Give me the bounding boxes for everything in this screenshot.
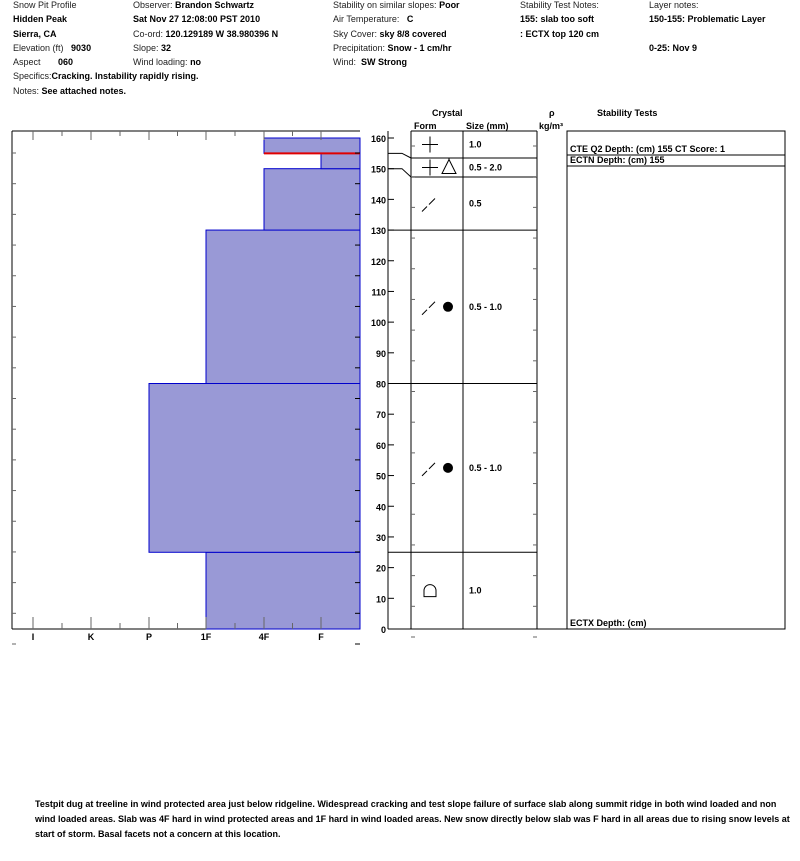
depth-tick-label: 140	[371, 195, 386, 205]
density-header: kg/m³	[539, 121, 564, 131]
footer-notes: Testpit dug at treeline in wind protecte…	[35, 799, 790, 839]
slope: Slope: 32	[133, 43, 172, 53]
test-note: 155: slab too soft	[520, 14, 595, 24]
test-note: : ECTX top 120 cm	[520, 29, 600, 39]
hardness-tick-label: P	[146, 632, 152, 642]
depth-tick-label: 50	[376, 472, 386, 482]
hardness-tick-label: F	[318, 632, 324, 642]
stability-test: ECTX Depth: (cm)	[570, 618, 647, 628]
depth-tick-label: 130	[371, 226, 386, 236]
test-notes-label: Stability Test Notes:	[520, 0, 599, 10]
grain-size: 0.5 - 2.0	[469, 163, 502, 173]
depth-tick-label: 10	[376, 594, 386, 604]
crystal-header: Crystal	[432, 108, 463, 118]
stability-tests-header: Stability Tests	[597, 108, 658, 118]
decomposing-fragmented-icon	[421, 301, 436, 316]
grain-size: 1.0	[469, 586, 482, 596]
grain-size: 0.5 - 1.0	[469, 302, 502, 312]
notes: Notes: See attached notes.	[13, 86, 127, 96]
depth-tick-label: 150	[371, 165, 386, 175]
depth-tick-label: 0	[381, 625, 386, 635]
snow-profile-chart: I K P 1F 4F F 0 10 20 30 40 50 60 70 80 90 100 110 120 130 1…	[11, 130, 786, 645]
coordinates: Co-ord: 120.129189 W 38.980396 N	[133, 29, 279, 39]
precipitation: Precipitation: Snow - 1 cm/hr	[333, 43, 452, 53]
air-temperature: Air Temperature: C	[333, 14, 414, 24]
layer-note: 150-155: Problematic Layer	[649, 14, 766, 24]
stability-test: ECTN Depth: (cm) 155	[570, 155, 665, 165]
hardness-layer-bar	[205, 551, 361, 630]
rho-header: ρ	[549, 108, 555, 118]
wind: Wind: SW Strong	[333, 57, 408, 67]
rounded-grains-icon	[443, 462, 453, 473]
layer-connector	[388, 168, 412, 178]
hardness-layer-bar	[148, 383, 361, 553]
depth-tick-label: 100	[371, 318, 386, 328]
wind-loading: Wind loading: no	[133, 57, 202, 67]
elevation: Elevation (ft) 9030	[13, 43, 92, 53]
hardness-layer-bar	[263, 137, 361, 154]
aspect: Aspect 060	[13, 57, 74, 67]
grain-size: 0.5	[469, 199, 482, 209]
decomposing-fragmented-icon	[421, 462, 436, 477]
depth-tick-label: 110	[371, 287, 386, 297]
depth-tick-label: 30	[376, 533, 386, 543]
hardness-layer-bar	[320, 152, 361, 170]
decomposing-fragmented-icon	[421, 198, 436, 212]
stability-test: CTE Q2 Depth: (cm) 155 CT Score: 1	[570, 144, 725, 154]
depth-tick-label: 40	[376, 502, 386, 512]
grain-size: 1.0	[469, 140, 482, 150]
grain-size: 0.5 - 1.0	[469, 463, 502, 473]
hardness-tick-label: K	[88, 632, 95, 642]
depth-tick-label: 60	[376, 441, 386, 451]
hardness-tick-label: I	[32, 632, 35, 642]
region: Sierra, CA	[13, 29, 57, 39]
hardness-layer-bar	[263, 168, 361, 231]
stability-similar: Stability on similar slopes: Poor	[333, 0, 460, 10]
hardness-tick-label: 1F	[201, 632, 212, 642]
stability-tests-box	[566, 130, 786, 630]
layer-notes-label: Layer notes:	[649, 0, 699, 10]
form-header: Form	[414, 121, 437, 131]
depth-tick-label: 90	[376, 349, 386, 359]
precipitation-particles-icon	[422, 136, 438, 153]
faceted-crystal-icon	[441, 157, 457, 174]
specifics: Specifics:Cracking. Instability rapidly …	[13, 71, 199, 81]
depth-tick-label: 80	[376, 380, 386, 390]
layer-note: 0-25: Nov 9	[649, 43, 698, 53]
location: Hidden Peak	[13, 14, 68, 24]
hardness-layer-bar	[205, 229, 361, 384]
precipitation-particles-icon	[422, 159, 438, 176]
layer-connector	[388, 152, 412, 159]
depth-tick-label: 160	[371, 134, 386, 144]
hardness-tick-label: 4F	[259, 632, 270, 642]
size-header: Size (mm)	[466, 121, 509, 131]
report-title: Snow Pit Profile	[13, 0, 77, 10]
depth-hoar-icon	[423, 584, 437, 598]
rounded-grains-icon	[443, 301, 453, 312]
datetime: Sat Nov 27 12:08:00 PST 2010	[133, 14, 261, 24]
observer: Observer: Brandon Schwartz	[133, 0, 255, 10]
depth-tick-label: 70	[376, 410, 386, 420]
depth-tick-label: 120	[371, 257, 386, 267]
sky-cover: Sky Cover: sky 8/8 covered	[333, 29, 447, 39]
depth-tick-label: 20	[376, 564, 386, 574]
